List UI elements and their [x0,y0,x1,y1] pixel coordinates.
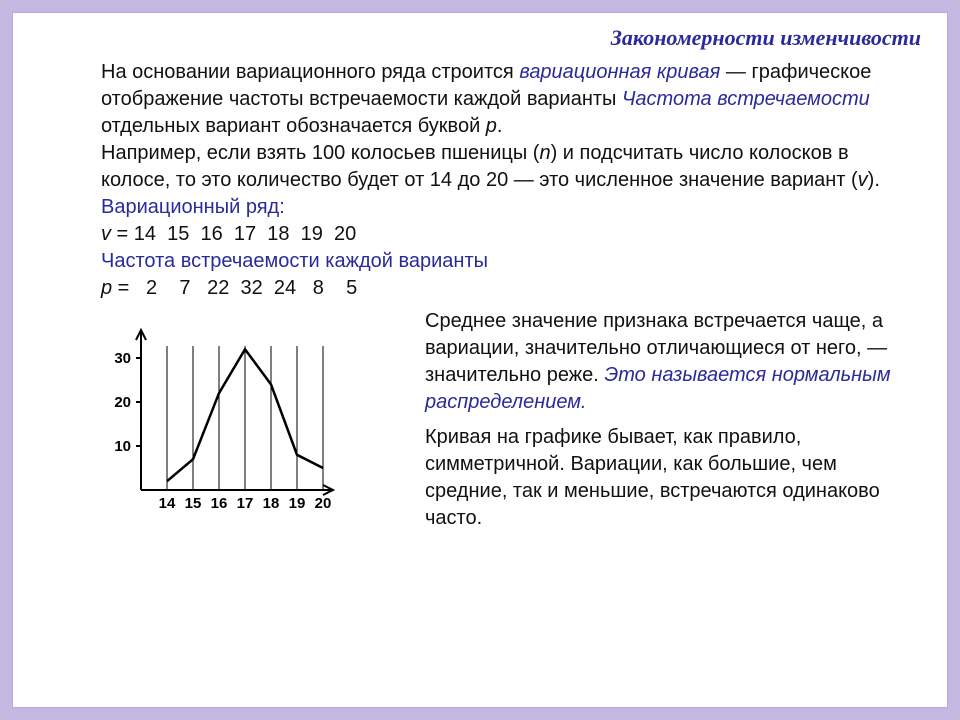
text: . [497,115,503,137]
svg-text:30: 30 [114,350,131,367]
page-title: Закономерности изменчивости [31,21,929,59]
lower-row: 10 20 30 14 15 16 17 18 19 20 Среднее значение пр… [31,308,929,532]
freq-label: Частота встречаемости каждой варианты [101,250,488,272]
svg-text:19: 19 [289,495,306,512]
text: ). [868,169,880,191]
var-n: n [539,142,550,164]
vr-label: Вариационный ряд: [101,196,285,218]
svg-text:16: 16 [211,495,228,512]
chart-container: 10 20 30 14 15 16 17 18 19 20 [81,308,421,532]
var-p: p [486,115,497,137]
page: Закономерности изменчивости На основании… [12,12,948,708]
svg-text:18: 18 [263,495,280,512]
v-values: = 14 15 16 17 18 19 20 [111,223,356,245]
var-v: v [858,169,868,191]
main-paragraph: На основании вариационного ряда строится… [31,59,929,302]
svg-text:20: 20 [315,495,332,512]
svg-text:14: 14 [159,495,176,512]
term-variation-curve: вариационная кривая [519,61,720,83]
svg-text:10: 10 [114,438,131,455]
side-paragraph: Среднее значение признака встречается ча… [421,308,909,532]
variation-curve-chart: 10 20 30 14 15 16 17 18 19 20 [81,320,371,530]
text: На основании вариационного ряда строится [101,61,519,83]
svg-text:17: 17 [237,495,254,512]
svg-text:15: 15 [185,495,202,512]
text: Кривая на графике бывает, как правило, с… [425,426,880,529]
v-symbol: v [101,223,111,245]
text: отдельных вариант обозначается буквой [101,115,486,137]
svg-text:20: 20 [114,394,131,411]
p-values: = 2 7 22 32 24 8 5 [112,277,357,299]
text: Например, если взять 100 колосьев пшениц… [101,142,539,164]
p-symbol: p [101,277,112,299]
term-frequency: Частота встречаемости [622,88,870,110]
